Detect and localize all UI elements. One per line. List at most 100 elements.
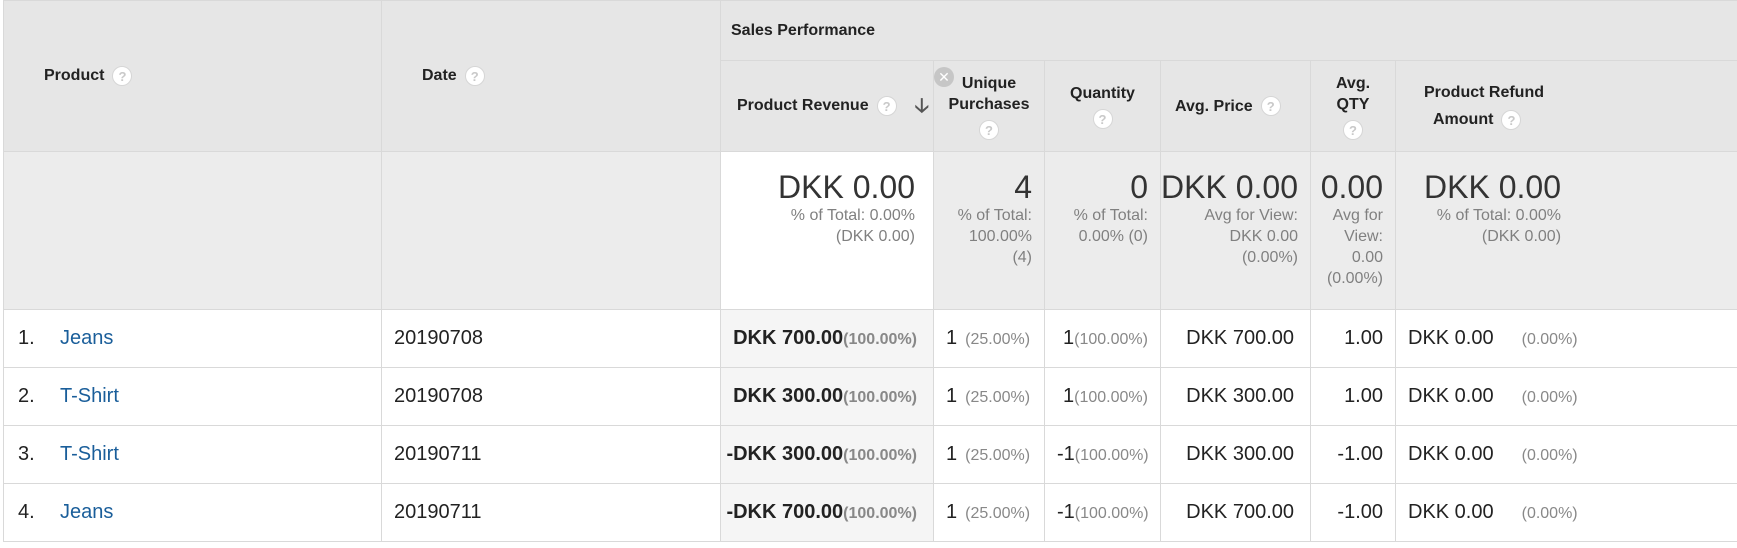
refund-percent: (0.00%) (1521, 331, 1578, 348)
help-icon[interactable]: ? (1343, 119, 1363, 140)
product-revenue-header-label: Product Revenue (737, 97, 869, 115)
quantity-percent: (100.00%) (1074, 389, 1148, 406)
product-header-label: Product (44, 67, 105, 85)
total-subtext: (0.00%) (1241, 249, 1298, 266)
product-revenue-column-header[interactable]: Product Revenue? 🡣 (720, 60, 934, 152)
product-refund-amount-column-header[interactable]: Product Refund Amount? (1394, 60, 1737, 152)
total-subtext: (DKK 0.00) (1481, 228, 1562, 245)
total-subtext: % of Total: (1073, 207, 1148, 224)
avg-price-cell: DKK 700.00 (1160, 309, 1311, 368)
refund-percent: (0.00%) (1521, 389, 1578, 406)
avg-qty-cell: -1.00 (1310, 425, 1396, 484)
help-icon[interactable]: ? (464, 66, 485, 86)
refund-value: DKK 0.00 (1408, 327, 1494, 349)
avg-qty-column-header[interactable]: Avg. QTY ? (1310, 60, 1396, 152)
unique-percent: (25.00%) (965, 389, 1031, 406)
avg-price-column-header[interactable]: Avg. Price? (1160, 60, 1311, 152)
unique-value: 1 (946, 443, 958, 465)
product-revenue-cell: DKK 300.00(100.00%) (720, 367, 934, 426)
unique-percent: (25.00%) (965, 505, 1031, 522)
avg-price-cell: DKK 700.00 (1160, 483, 1311, 542)
unique-value: 1 (946, 327, 958, 349)
total-subtext: View: (1344, 228, 1383, 245)
product-link[interactable]: T-Shirt (60, 385, 119, 407)
total-subtext: % of Total: (957, 207, 1032, 224)
quantity-column-header[interactable]: Quantity ? (1044, 60, 1161, 152)
total-value: DKK 0.00 (1424, 169, 1562, 205)
refund-value: DKK 0.00 (1408, 501, 1494, 523)
quantity-header-label: Quantity (1070, 85, 1135, 102)
table-row: 2. T-Shirt 20190708 DKK 300.00(100.00%) 1… (3, 367, 1737, 426)
help-icon[interactable]: ? (1092, 109, 1113, 129)
refund-percent: (0.00%) (1521, 505, 1578, 522)
date-cell: 20190711 (381, 483, 721, 542)
quantity-cell: -1(100.00%) (1044, 425, 1161, 484)
row-index: 2. (18, 385, 35, 407)
unique-percent: (25.00%) (965, 331, 1031, 348)
revenue-value: DKK 700.00 (733, 327, 844, 349)
help-icon[interactable]: ? (979, 119, 999, 140)
quantity-cell: -1(100.00%) (1044, 483, 1161, 542)
sort-descending-icon[interactable]: 🡣 (914, 94, 929, 117)
unique-purchases-cell: 1 (25.00%) (933, 483, 1045, 542)
quantity-percent: (100.00%) (1074, 447, 1149, 464)
unique-purchases-cell: 1 (25.00%) (933, 309, 1045, 368)
product-cell: 2. T-Shirt (3, 367, 382, 426)
help-icon[interactable]: ? (1501, 109, 1522, 130)
row-index: 1. (18, 327, 35, 349)
product-cell: 4. Jeans (3, 483, 382, 542)
remove-dimension-icon[interactable]: ✕ (934, 67, 954, 87)
unique-purchases-cell: 1 (25.00%) (933, 367, 1045, 426)
quantity-value: 1 (1063, 327, 1075, 349)
refund-value: DKK 0.00 (1408, 385, 1494, 407)
revenue-percent: (100.00%) (843, 331, 917, 348)
unique-purchases-header-line1: Unique (961, 74, 1017, 92)
total-value: 0 (1130, 169, 1148, 205)
totals-row: DKK 0.00 % of Total: 0.00% (DKK 0.00) 4 … (3, 151, 1737, 310)
table-row: 3. T-Shirt 20190711 -DKK 300.00(100.00%) … (3, 425, 1737, 484)
total-subtext: (4) (1012, 249, 1032, 266)
product-link[interactable]: Jeans (60, 501, 114, 523)
total-subtext: (DKK 0.00) (835, 228, 915, 245)
unique-value: 1 (946, 385, 958, 407)
product-cell: 1. Jeans (3, 309, 382, 368)
date-cell: 20190708 (381, 309, 721, 368)
total-subtext: (0.00%) (1326, 270, 1383, 287)
total-subtext: 100.00% (968, 228, 1032, 245)
revenue-value: DKK 300.00 (733, 385, 844, 407)
date-cell: 20190711 (381, 425, 721, 484)
total-value: 0.00 (1320, 169, 1383, 205)
product-link[interactable]: T-Shirt (60, 443, 119, 465)
date-header-label: Date (422, 67, 457, 85)
help-icon[interactable]: ? (112, 66, 133, 86)
total-subtext: 0.00 (1351, 249, 1383, 266)
help-icon[interactable]: ? (876, 96, 897, 117)
total-value: DKK 0.00 (1161, 169, 1298, 205)
date-column-header[interactable]: Date? ✕ (381, 0, 954, 152)
avg-qty-cell: 1.00 (1310, 367, 1396, 426)
date-cell: 20190708 (381, 367, 721, 426)
avg-price-cell: DKK 300.00 (1160, 367, 1311, 426)
product-refund-header-line1: Product Refund (1424, 84, 1544, 101)
total-subtext: Avg for View: (1204, 207, 1298, 224)
row-index: 3. (18, 443, 35, 465)
total-quantity: 0 % of Total: 0.00% (0) (1044, 151, 1161, 310)
help-icon[interactable]: ? (1260, 96, 1281, 117)
avg-qty-cell: -1.00 (1310, 483, 1396, 542)
total-avg-price: DKK 0.00 Avg for View: DKK 0.00 (0.00%) (1160, 151, 1311, 310)
product-link[interactable]: Jeans (60, 327, 114, 349)
sales-performance-table: Product? Date? ✕ Sales Performance Produ… (3, 0, 1737, 542)
total-subtext: 0.00% (0) (1078, 228, 1148, 245)
quantity-value: -1 (1057, 443, 1075, 465)
product-column-header[interactable]: Product? (3, 0, 382, 152)
avg-qty-header-line2: QTY (1336, 95, 1370, 113)
refund-cell: DKK 0.00 (0.00%) (1394, 425, 1737, 484)
total-value: DKK 0.00 (778, 169, 915, 205)
quantity-cell: 1(100.00%) (1044, 367, 1161, 426)
revenue-percent: (100.00%) (843, 389, 917, 406)
avg-price-cell: DKK 300.00 (1160, 425, 1311, 484)
quantity-percent: (100.00%) (1074, 331, 1148, 348)
total-unique-purchases: 4 % of Total: 100.00% (4) (933, 151, 1045, 310)
sales-performance-group-header: Sales Performance (719, 0, 1737, 61)
unique-purchases-header-line2: Purchases (948, 95, 1030, 113)
